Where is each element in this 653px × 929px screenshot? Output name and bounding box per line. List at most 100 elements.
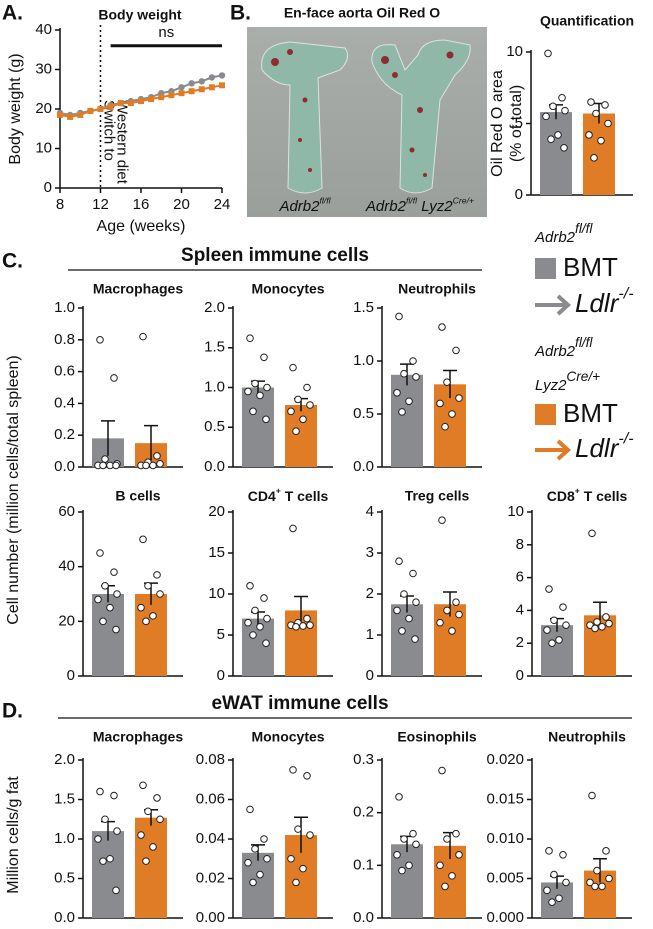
data-point xyxy=(443,606,451,615)
legend-genotype: Lyz2Cre/+ xyxy=(535,369,600,394)
data-point xyxy=(263,614,271,623)
y-tick-label: 0.010 xyxy=(486,830,524,847)
point xyxy=(188,80,195,87)
point xyxy=(148,96,155,103)
data-point xyxy=(287,854,295,863)
data-point xyxy=(94,835,102,843)
data-point xyxy=(562,878,570,887)
data-point xyxy=(106,854,114,863)
point xyxy=(188,88,195,95)
y-tick-label: 0.1 xyxy=(353,856,374,873)
data-point xyxy=(452,598,460,607)
y-tick-label: 0.02 xyxy=(196,869,225,886)
point xyxy=(67,113,74,120)
y-tick-label: 1.5 xyxy=(204,339,225,356)
data-point xyxy=(588,791,596,800)
point xyxy=(198,78,205,85)
point xyxy=(158,94,165,101)
data-point xyxy=(393,606,401,615)
data-point xyxy=(139,781,147,790)
data-point xyxy=(94,595,102,604)
text-part: Adrb2 xyxy=(534,229,576,246)
y-tick-label: 1.5 xyxy=(54,790,75,807)
point xyxy=(127,100,134,107)
data-point xyxy=(251,379,259,388)
y-tick-label: 0.0 xyxy=(353,909,374,926)
x-tick-label: 16 xyxy=(133,196,150,213)
data-point xyxy=(602,613,610,621)
data-point xyxy=(142,857,150,865)
data-point xyxy=(101,455,109,463)
text-part: Lyz2 xyxy=(535,377,567,394)
point xyxy=(208,84,215,91)
y-tick-label: 0.2 xyxy=(54,426,75,443)
y-tick-label: 0.5 xyxy=(204,418,225,435)
chart-title: Body weight xyxy=(98,7,182,23)
y-tick-label: 10 xyxy=(506,43,523,60)
data-point xyxy=(149,461,157,470)
legend-label: BMT xyxy=(563,252,618,282)
chart-title: Macrophages xyxy=(93,729,183,745)
data-point xyxy=(137,831,145,839)
y-tick-label: 3 xyxy=(366,544,374,561)
data-point xyxy=(289,524,297,533)
error-bar xyxy=(294,816,308,853)
data-point xyxy=(294,395,302,404)
point xyxy=(178,84,185,91)
bar xyxy=(242,387,274,467)
y-tick-label: 2.0 xyxy=(54,751,75,768)
data-point xyxy=(101,582,109,590)
data-point xyxy=(246,805,254,814)
data-point xyxy=(289,363,297,372)
error-bar xyxy=(101,420,115,456)
y-tick-label: 0.0 xyxy=(204,458,225,475)
y-tick-label: 5 xyxy=(515,114,523,131)
data-point xyxy=(559,851,567,859)
data-point xyxy=(558,93,566,102)
data-point xyxy=(543,626,551,634)
y-tick-label: 10 xyxy=(507,503,524,520)
data-point xyxy=(400,590,408,598)
data-point xyxy=(405,614,413,623)
chart-title: Treg cells xyxy=(405,488,470,504)
y-axis-label: (% of total) xyxy=(508,85,525,162)
error-bar xyxy=(144,424,158,461)
chart-title: CD8+ T cells xyxy=(547,486,628,504)
text-part: -/- xyxy=(618,285,633,303)
data-point xyxy=(144,582,152,590)
data-point xyxy=(244,858,252,867)
y-tick-label: 0.2 xyxy=(353,804,374,821)
y-tick-label: 0.015 xyxy=(486,790,524,807)
point xyxy=(77,111,84,118)
point xyxy=(138,98,144,105)
data-point xyxy=(101,815,109,824)
data-point xyxy=(436,399,444,408)
y-axis-label: Cell number (million cells/total spleen) xyxy=(5,355,22,624)
data-point xyxy=(455,394,463,402)
chart-title: B cells xyxy=(115,488,160,504)
data-point xyxy=(448,627,456,635)
data-point xyxy=(452,346,460,355)
x-axis-label: Age (weeks) xyxy=(97,218,186,235)
legend-recipient: Ldlr-/- xyxy=(575,430,634,463)
y-tick-label: 2.0 xyxy=(204,299,225,316)
chart-title: CD4+ T cells xyxy=(248,486,329,504)
text-part: Adrb2 xyxy=(365,198,407,215)
y-tick-label: 0.00 xyxy=(196,909,225,926)
y-tick-label: 2 xyxy=(366,585,374,602)
text-part: T cells xyxy=(281,488,329,504)
legend-genotype: Adrb2fl/fl xyxy=(534,335,593,360)
y-tick-label: 0.4 xyxy=(54,394,75,411)
data-point xyxy=(455,851,463,859)
data-point xyxy=(443,835,451,843)
text-part: + xyxy=(575,486,580,496)
data-point xyxy=(112,886,120,895)
data-point xyxy=(156,460,164,468)
legend-swatch xyxy=(535,404,556,425)
data-point xyxy=(244,618,252,627)
y-tick-label: 0 xyxy=(44,179,52,196)
chart-title: Quantification xyxy=(540,13,634,29)
text-part: Adrb2 xyxy=(534,343,576,360)
data-point xyxy=(560,144,568,152)
